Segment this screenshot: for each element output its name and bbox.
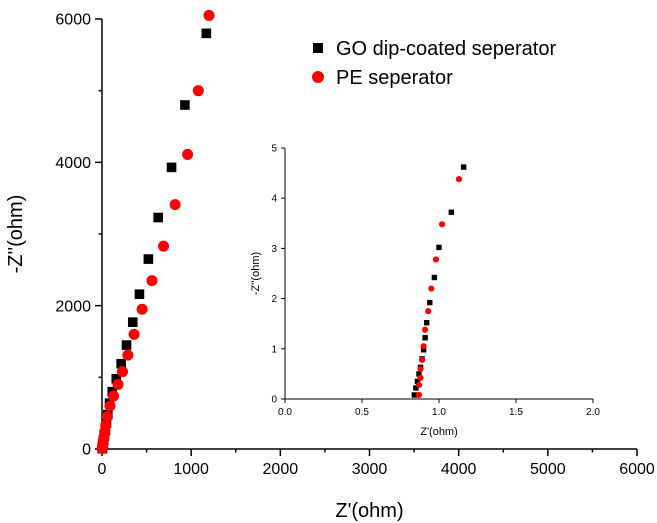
data-point-circle	[104, 400, 116, 412]
data-point-square	[153, 212, 163, 223]
y-tick-label: 1	[271, 344, 277, 355]
data-point-square	[201, 28, 212, 39]
data-point-circle	[169, 199, 181, 211]
data-point-circle	[100, 419, 112, 431]
data-point-square	[134, 289, 145, 299]
data-point-circle	[116, 366, 129, 378]
data-point-square	[431, 274, 438, 281]
legend: GO dip-coated seperator PE seperator	[312, 38, 556, 89]
data-point-circle	[192, 85, 204, 97]
data-point-square	[127, 317, 138, 327]
data-point-square	[411, 392, 418, 398]
y-axis-label: -Z''(ohm)	[5, 195, 27, 274]
x-tick-label: 1.0	[432, 407, 446, 418]
x-axis-label: Z'(ohm)	[335, 500, 403, 522]
data-point-circle	[438, 221, 446, 228]
x-tick-label: 2.0	[586, 407, 600, 418]
data-point-square	[121, 340, 132, 350]
legend-label: PE seperator	[336, 67, 453, 89]
data-point-circle	[425, 308, 432, 315]
data-point-circle	[428, 285, 435, 292]
data-point-square	[422, 335, 428, 341]
data-point-square	[414, 378, 421, 385]
y-tick-label: 4000	[55, 155, 91, 172]
y-tick-label: 2	[271, 294, 277, 305]
data-point-circle	[417, 374, 424, 382]
data-point-circle	[203, 9, 215, 21]
data-point-circle	[136, 303, 148, 315]
y-axis-label: -Z''(ohm)	[250, 252, 262, 295]
data-point-circle	[128, 328, 140, 340]
data-point-circle	[112, 378, 124, 391]
data-point-square	[413, 385, 419, 391]
data-point-circle	[415, 391, 423, 399]
data-point-square	[436, 244, 442, 251]
y-tick-label: 5	[271, 144, 277, 155]
data-point-square	[460, 164, 467, 170]
x-tick-label: 6000	[619, 461, 655, 478]
data-point-circle	[417, 365, 424, 372]
data-point-square	[423, 319, 430, 326]
x-tick-label: 4000	[441, 461, 477, 478]
data-point-circle	[422, 326, 429, 333]
x-tick-label: 3000	[352, 461, 388, 478]
data-point-circle	[420, 343, 427, 350]
data-point-square	[116, 358, 126, 369]
y-tick-label: 2000	[55, 298, 91, 315]
y-tick-label: 0	[271, 395, 277, 406]
x-tick-label: 0.0	[278, 407, 292, 418]
data-point-circle	[108, 390, 120, 402]
data-point-square	[427, 299, 433, 306]
data-point-circle	[415, 381, 423, 389]
data-point-circle	[101, 411, 113, 423]
data-point-circle	[122, 349, 134, 361]
legend-marker-circle	[312, 71, 324, 83]
data-point-square	[420, 347, 427, 353]
y-tick-label: 6000	[55, 12, 91, 29]
x-tick-label: 1.5	[509, 407, 523, 418]
data-point-square	[416, 371, 422, 377]
y-tick-label: 3	[271, 244, 277, 255]
data-point-square	[180, 100, 190, 110]
data-point-circle	[182, 148, 194, 160]
x-tick-label: 1000	[173, 461, 209, 478]
data-point-square	[448, 209, 455, 215]
y-tick-label: 0	[82, 442, 91, 459]
data-point-circle	[418, 356, 426, 363]
data-point-circle	[455, 176, 463, 183]
data-point-square	[143, 254, 154, 264]
x-tick-label: 0.5	[355, 407, 369, 418]
data-point-square	[111, 373, 122, 384]
inset-plot: 0.0 0.5 1.0 1.5 2.0 0 1 2 3 4 5 Z'(ohm) -Z''(ohm)	[250, 144, 600, 439]
x-axis-label: Z'(ohm)	[420, 426, 458, 438]
legend-marker-square	[313, 43, 323, 53]
data-point-circle	[146, 275, 158, 287]
data-point-square	[166, 162, 177, 173]
legend-label: GO dip-coated seperator	[336, 38, 556, 60]
data-point-circle	[432, 256, 440, 263]
x-tick-label: 2000	[263, 461, 299, 478]
x-tick-label: 5000	[530, 461, 566, 478]
data-point-circle	[158, 240, 170, 252]
y-tick-label: 4	[271, 194, 277, 205]
x-tick-label: 0	[98, 461, 107, 478]
main-plot: 0 1000 2000 3000 4000 5000 6000 0 2000 4000 6000 Z'…	[5, 9, 655, 522]
